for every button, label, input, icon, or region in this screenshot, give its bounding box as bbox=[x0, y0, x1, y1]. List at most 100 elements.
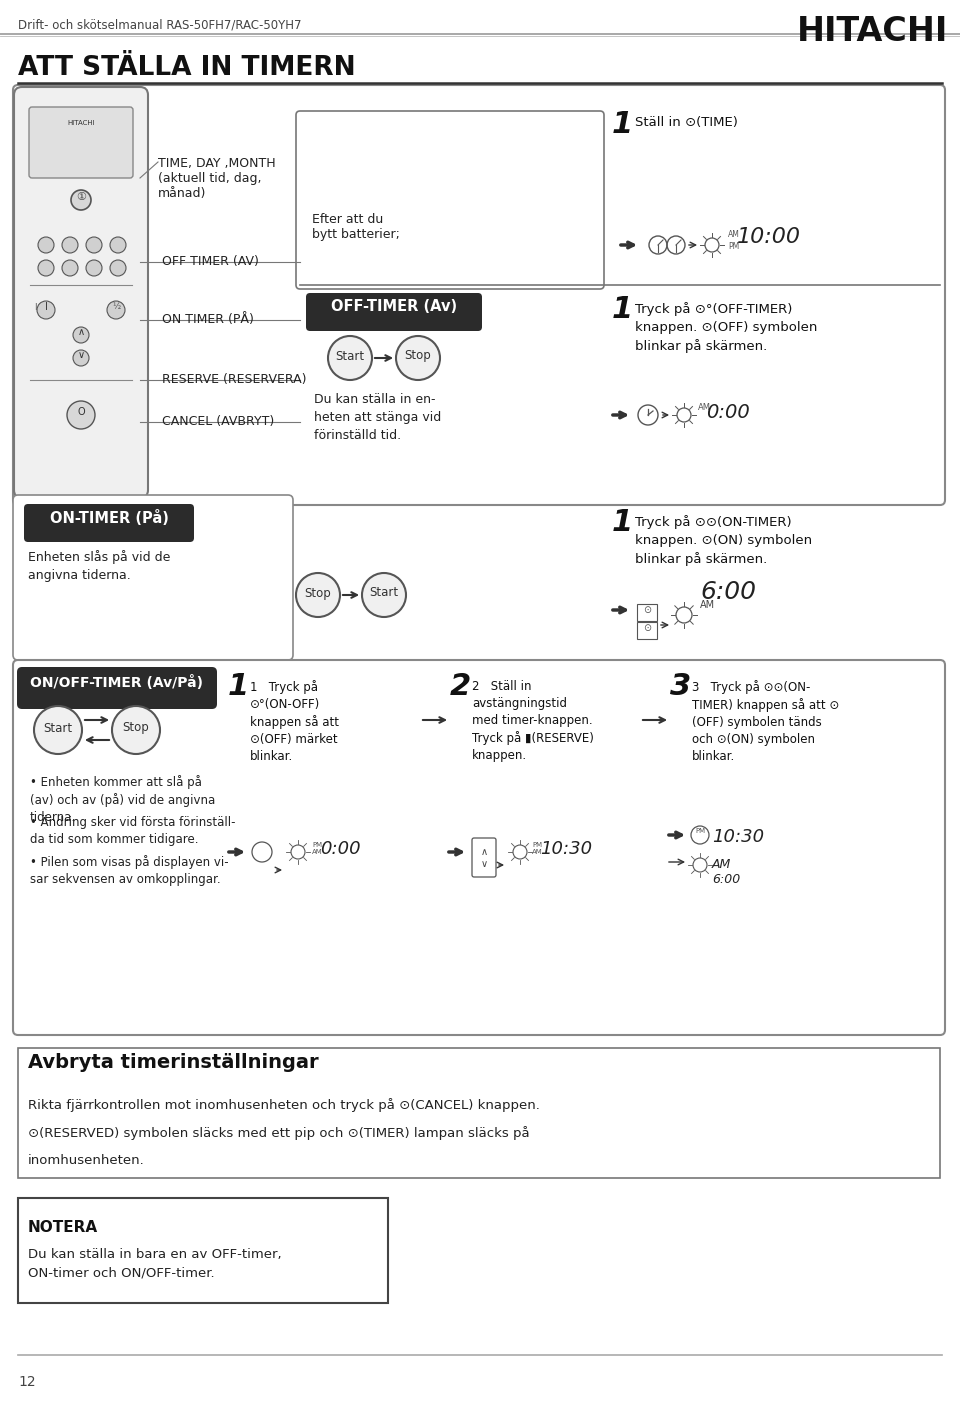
Text: AM: AM bbox=[698, 404, 711, 412]
Circle shape bbox=[110, 237, 126, 253]
Text: Tryck på ⊙°(OFF-TIMER)
knappen. ⊙(OFF) symbolen
blinkar på skärmen.: Tryck på ⊙°(OFF-TIMER) knappen. ⊙(OFF) s… bbox=[635, 303, 817, 354]
Text: ½: ½ bbox=[112, 303, 120, 311]
Circle shape bbox=[112, 706, 160, 755]
Text: 10:00: 10:00 bbox=[737, 227, 801, 247]
Text: TIME, DAY ,MONTH
(aktuell tid, dag,
månad): TIME, DAY ,MONTH (aktuell tid, dag, måna… bbox=[158, 156, 276, 200]
Text: 1: 1 bbox=[612, 109, 634, 139]
FancyBboxPatch shape bbox=[17, 666, 217, 709]
Text: 1: 1 bbox=[612, 296, 634, 324]
Text: 1: 1 bbox=[612, 507, 634, 537]
Text: ⊙(RESERVED) symbolen släcks med ett pip och ⊙(TIMER) lampan släcks på: ⊙(RESERVED) symbolen släcks med ett pip … bbox=[28, 1125, 530, 1140]
Text: Avbryta timerinställningar: Avbryta timerinställningar bbox=[28, 1053, 319, 1071]
Text: PM
AM: PM AM bbox=[532, 843, 542, 855]
Text: O: O bbox=[77, 406, 84, 416]
Circle shape bbox=[107, 301, 125, 318]
Text: PM: PM bbox=[728, 242, 739, 252]
Circle shape bbox=[34, 706, 82, 755]
Text: Stop: Stop bbox=[304, 587, 331, 600]
Text: 2   Ställ in
avstängningstid
med timer-knappen.
Tryck på ▮(RESERVE)
knappen.: 2 Ställ in avstängningstid med timer-kna… bbox=[472, 681, 594, 762]
Text: ①: ① bbox=[76, 192, 86, 202]
Circle shape bbox=[38, 260, 54, 276]
Text: inomhusenheten.: inomhusenheten. bbox=[28, 1154, 145, 1167]
Text: ∨: ∨ bbox=[78, 350, 84, 360]
FancyBboxPatch shape bbox=[24, 504, 194, 541]
Text: 3   Tryck på ⊙⊙(ON-
TIMER) knappen så att ⊙
(OFF) symbolen tänds
och ⊙(ON) symbo: 3 Tryck på ⊙⊙(ON- TIMER) knappen så att … bbox=[692, 681, 839, 763]
Text: Efter att du
bytt batterier;: Efter att du bytt batterier; bbox=[312, 213, 400, 242]
Text: ∧
∨: ∧ ∨ bbox=[480, 847, 488, 868]
Text: 6:00: 6:00 bbox=[700, 580, 756, 604]
Circle shape bbox=[362, 573, 406, 617]
FancyBboxPatch shape bbox=[29, 107, 133, 178]
Text: Enheten slås på vid de
angivna tiderna.: Enheten slås på vid de angivna tiderna. bbox=[28, 550, 170, 583]
Text: I: I bbox=[44, 303, 47, 313]
Text: Du kan ställa in bara en av OFF-timer,
ON-timer och ON/OFF-timer.: Du kan ställa in bara en av OFF-timer, O… bbox=[28, 1248, 281, 1280]
Text: AM: AM bbox=[700, 600, 715, 610]
Circle shape bbox=[71, 190, 91, 210]
Text: ∧: ∧ bbox=[78, 327, 84, 337]
Circle shape bbox=[73, 350, 89, 367]
Text: Tid, Dag, Månad: Tid, Dag, Månad bbox=[326, 124, 462, 141]
FancyBboxPatch shape bbox=[296, 111, 604, 288]
Text: 1: 1 bbox=[228, 672, 250, 701]
Text: ON TIMER (PÅ): ON TIMER (PÅ) bbox=[162, 313, 253, 325]
Text: Rikta fjärrkontrollen mot inomhusenheten och tryck på ⊙(CANCEL) knappen.: Rikta fjärrkontrollen mot inomhusenheten… bbox=[28, 1098, 540, 1113]
Text: 0:00: 0:00 bbox=[320, 840, 361, 858]
FancyBboxPatch shape bbox=[18, 1049, 940, 1086]
Circle shape bbox=[328, 335, 372, 379]
Text: OFF-TIMER (Av): OFF-TIMER (Av) bbox=[331, 298, 457, 314]
FancyBboxPatch shape bbox=[18, 1198, 388, 1303]
Circle shape bbox=[86, 260, 102, 276]
Text: Tryck på ⊙⊙(ON-TIMER)
knappen. ⊙(ON) symbolen
blinkar på skärmen.: Tryck på ⊙⊙(ON-TIMER) knappen. ⊙(ON) sym… bbox=[635, 514, 812, 567]
FancyBboxPatch shape bbox=[13, 85, 945, 504]
Text: Stop: Stop bbox=[123, 722, 150, 735]
Text: HITACHI: HITACHI bbox=[797, 16, 948, 48]
Text: ON/OFF-TIMER (Av/På): ON/OFF-TIMER (Av/På) bbox=[31, 675, 204, 691]
Text: 10:30: 10:30 bbox=[540, 840, 592, 858]
Text: 1   Tryck på
⊙°(ON-OFF)
knappen så att
⊙(OFF) märket
blinkar.: 1 Tryck på ⊙°(ON-OFF) knappen så att ⊙(O… bbox=[250, 681, 339, 763]
Text: ⊙: ⊙ bbox=[643, 605, 651, 615]
Circle shape bbox=[67, 401, 95, 429]
Text: • Enheten kommer att slå på
(av) och av (på) vid de angivna
tiderna.: • Enheten kommer att slå på (av) och av … bbox=[30, 774, 215, 824]
Text: 10:30: 10:30 bbox=[712, 828, 764, 845]
Text: Drift- och skötselmanual RAS-50FH7/RAC-50YH7: Drift- och skötselmanual RAS-50FH7/RAC-5… bbox=[18, 18, 301, 31]
FancyBboxPatch shape bbox=[13, 659, 945, 1034]
FancyBboxPatch shape bbox=[14, 87, 148, 497]
Text: RESERVE (RESERVERA): RESERVE (RESERVERA) bbox=[162, 372, 306, 387]
Text: I: I bbox=[34, 303, 36, 311]
Circle shape bbox=[62, 237, 78, 253]
Text: Start: Start bbox=[43, 722, 73, 735]
Text: ⊙: ⊙ bbox=[643, 622, 651, 632]
Circle shape bbox=[37, 301, 55, 318]
Text: ON-TIMER (På): ON-TIMER (På) bbox=[50, 510, 168, 526]
Text: Stop: Stop bbox=[404, 350, 431, 362]
Circle shape bbox=[62, 260, 78, 276]
Text: OFF TIMER (AV): OFF TIMER (AV) bbox=[162, 254, 259, 269]
FancyBboxPatch shape bbox=[13, 495, 293, 659]
Circle shape bbox=[396, 335, 440, 379]
Text: Ställ in ⊙(TIME): Ställ in ⊙(TIME) bbox=[635, 117, 738, 129]
Text: AM: AM bbox=[728, 230, 740, 239]
FancyBboxPatch shape bbox=[306, 293, 482, 331]
Text: PM: PM bbox=[695, 828, 705, 834]
Circle shape bbox=[38, 237, 54, 253]
Text: 2: 2 bbox=[450, 672, 471, 701]
Circle shape bbox=[110, 260, 126, 276]
FancyBboxPatch shape bbox=[306, 118, 482, 156]
Text: CANCEL (AVBRYT): CANCEL (AVBRYT) bbox=[162, 415, 275, 428]
Text: • Ändring sker vid första förinställ-
da tid som kommer tidigare.: • Ändring sker vid första förinställ- da… bbox=[30, 816, 235, 845]
Text: Du kan ställa in en-
heten att stänga vid
förinställd tid.: Du kan ställa in en- heten att stänga vi… bbox=[314, 394, 442, 442]
Text: 0:00: 0:00 bbox=[706, 404, 750, 422]
Circle shape bbox=[86, 237, 102, 253]
Circle shape bbox=[296, 573, 340, 617]
Text: NOTERA: NOTERA bbox=[28, 1221, 98, 1235]
Text: 3: 3 bbox=[670, 672, 691, 701]
Text: AM
6:00: AM 6:00 bbox=[712, 858, 740, 887]
Text: 12: 12 bbox=[18, 1376, 36, 1388]
Text: HITACHI: HITACHI bbox=[67, 119, 95, 126]
Text: Start: Start bbox=[370, 587, 398, 600]
Text: ATT STÄLLA IN TIMERN: ATT STÄLLA IN TIMERN bbox=[18, 55, 355, 81]
FancyBboxPatch shape bbox=[18, 1049, 940, 1178]
Text: • Pilen som visas på displayen vi-
sar sekvensen av omkopplingar.: • Pilen som visas på displayen vi- sar s… bbox=[30, 855, 228, 885]
Text: PM
AM: PM AM bbox=[312, 843, 323, 855]
Circle shape bbox=[73, 327, 89, 342]
